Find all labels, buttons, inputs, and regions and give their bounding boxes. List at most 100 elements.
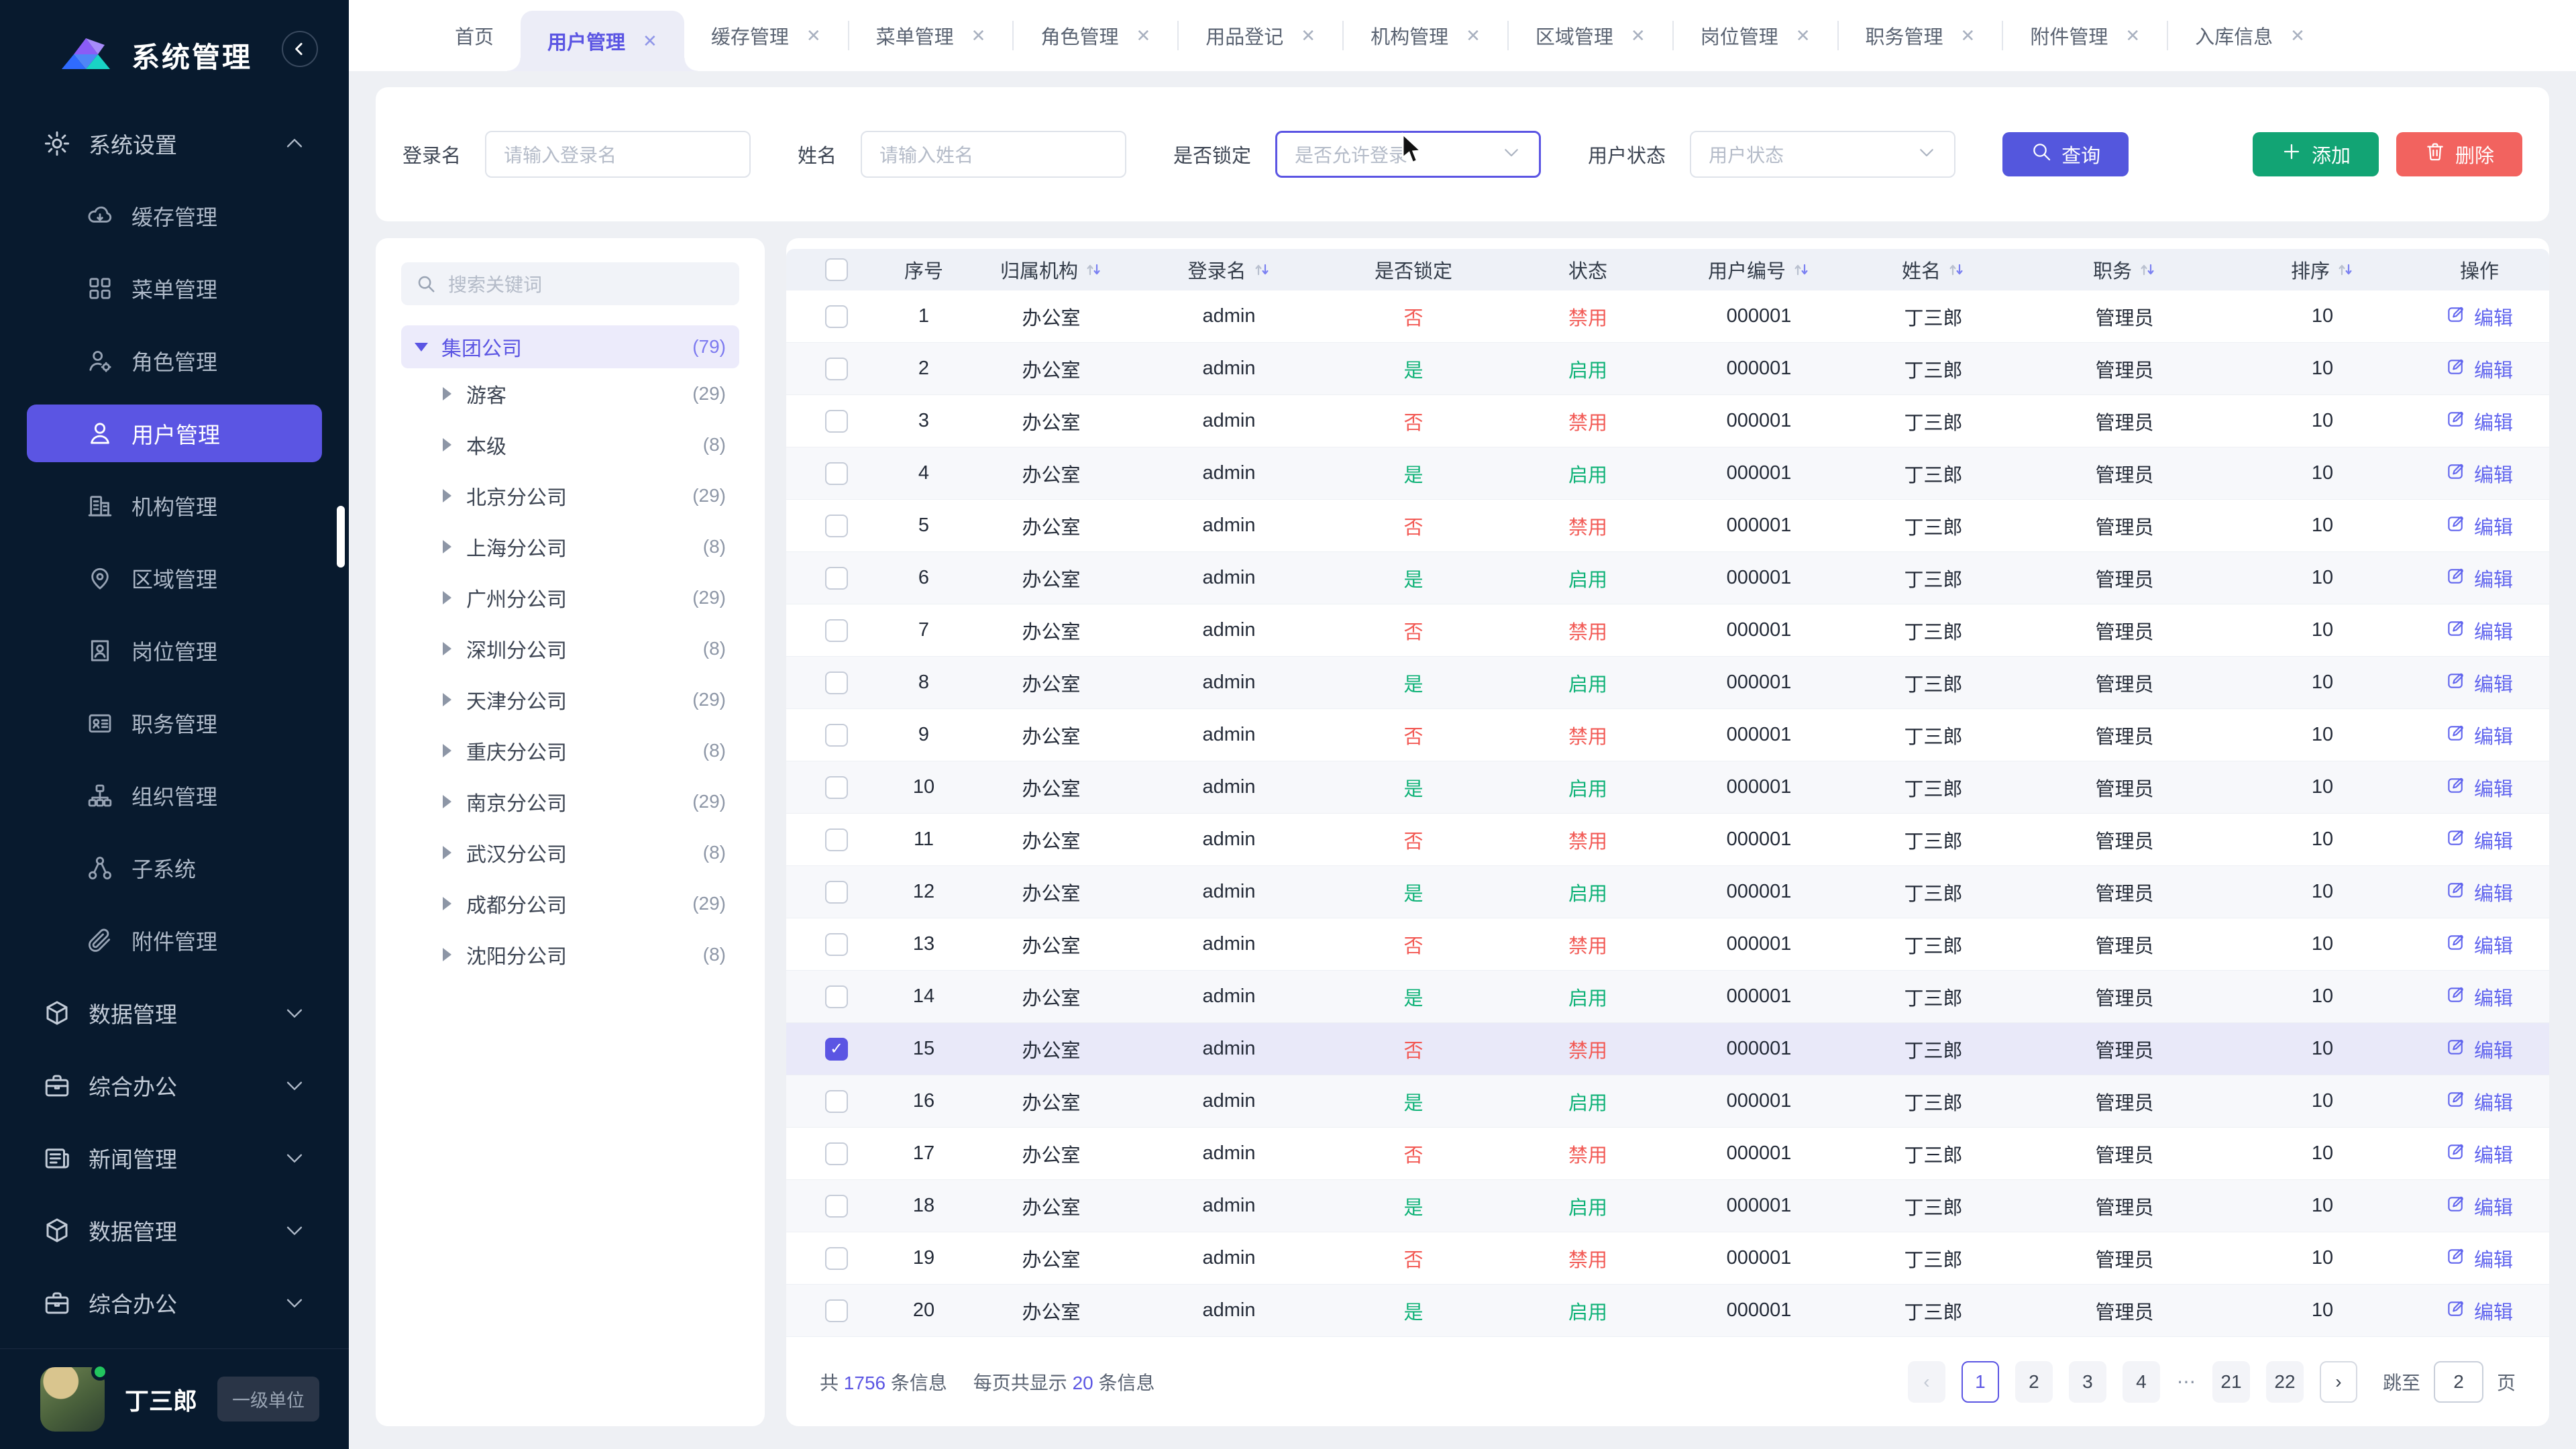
caret-right-icon[interactable]: [443, 948, 451, 961]
select-all-checkbox[interactable]: [825, 258, 848, 281]
edit-button[interactable]: 编辑: [2446, 669, 2513, 697]
tab-post-mgmt[interactable]: 岗位管理✕: [1674, 0, 1837, 71]
row-checkbox[interactable]: [825, 567, 848, 590]
table-row-8[interactable]: 8办公室admin是启用000001丁三郎管理员10编辑: [786, 657, 2549, 709]
caret-right-icon[interactable]: [443, 897, 451, 910]
column-header-user_no[interactable]: 用户编号: [1665, 256, 1853, 284]
close-icon[interactable]: ✕: [2125, 25, 2140, 46]
close-icon[interactable]: ✕: [2290, 25, 2305, 46]
row-checkbox[interactable]: [825, 828, 848, 851]
delete-button[interactable]: 删除: [2396, 132, 2522, 176]
close-icon[interactable]: ✕: [1136, 25, 1150, 46]
caret-right-icon[interactable]: [443, 489, 451, 502]
sort-icon[interactable]: [2139, 260, 2156, 280]
table-row-11[interactable]: 11办公室admin否禁用000001丁三郎管理员10编辑: [786, 814, 2549, 866]
edit-button[interactable]: 编辑: [2446, 616, 2513, 645]
row-checkbox[interactable]: [825, 515, 848, 537]
table-row-14[interactable]: 14办公室admin是启用000001丁三郎管理员10编辑: [786, 971, 2549, 1023]
caret-right-icon[interactable]: [443, 387, 451, 400]
table-row-1[interactable]: 1办公室admin否禁用000001丁三郎管理员10编辑: [786, 290, 2549, 343]
sidebar-group-office-1[interactable]: 综合办公: [0, 1049, 349, 1122]
sidebar-item-region[interactable]: 区域管理: [0, 542, 349, 614]
sidebar-item-user[interactable]: 用户管理: [27, 405, 322, 462]
table-row-3[interactable]: 3办公室admin否禁用000001丁三郎管理员10编辑: [786, 395, 2549, 447]
tree-node-7[interactable]: 天津分公司(29): [401, 674, 739, 725]
row-checkbox[interactable]: [825, 933, 848, 956]
column-header-sort[interactable]: 排序: [2235, 256, 2410, 284]
table-row-20[interactable]: 20办公室admin是启用000001丁三郎管理员10编辑: [786, 1285, 2549, 1337]
sort-icon[interactable]: [2337, 260, 2354, 280]
tab-role-mgmt[interactable]: 角色管理✕: [1014, 0, 1177, 71]
page-button-1[interactable]: 1: [1962, 1361, 1999, 1403]
tree-node-8[interactable]: 重庆分公司(8): [401, 725, 739, 776]
tab-inbound-info[interactable]: 入库信息✕: [2168, 0, 2332, 71]
sidebar-collapse-button[interactable]: [282, 31, 318, 67]
close-icon[interactable]: ✕: [1796, 25, 1811, 46]
sidebar-item-attachment[interactable]: 附件管理: [0, 904, 349, 977]
sidebar-item-menu[interactable]: 菜单管理: [0, 252, 349, 325]
caret-down-icon[interactable]: [415, 343, 428, 352]
edit-button[interactable]: 编辑: [2446, 1140, 2513, 1168]
table-row-16[interactable]: 16办公室admin是启用000001丁三郎管理员10编辑: [786, 1075, 2549, 1128]
sidebar-item-cache[interactable]: 缓存管理: [0, 180, 349, 252]
add-button[interactable]: 添加: [2253, 132, 2379, 176]
tree-search-input[interactable]: 搜索关键词: [401, 262, 739, 305]
row-checkbox[interactable]: [825, 1299, 848, 1322]
edit-button[interactable]: 编辑: [2446, 930, 2513, 959]
lock-status-select[interactable]: 是否允许登录: [1275, 131, 1541, 178]
next-page-button[interactable]: ›: [2320, 1361, 2357, 1403]
tab-org-mgmt[interactable]: 机构管理✕: [1344, 0, 1507, 71]
table-row-4[interactable]: 4办公室admin是启用000001丁三郎管理员10编辑: [786, 447, 2549, 500]
edit-button[interactable]: 编辑: [2446, 512, 2513, 540]
tab-cache-mgmt[interactable]: 缓存管理✕: [684, 0, 848, 71]
edit-button[interactable]: 编辑: [2446, 303, 2513, 331]
tree-node-5[interactable]: 广州分公司(29): [401, 572, 739, 623]
table-row-13[interactable]: 13办公室admin否禁用000001丁三郎管理员10编辑: [786, 918, 2549, 971]
page-button-4[interactable]: 4: [2123, 1361, 2160, 1403]
name-input[interactable]: 请输入姓名: [861, 131, 1126, 178]
edit-button[interactable]: 编辑: [2446, 460, 2513, 488]
tab-user-mgmt[interactable]: 用户管理✕: [521, 11, 684, 71]
row-checkbox[interactable]: [825, 724, 848, 747]
page-button-2[interactable]: 2: [2015, 1361, 2053, 1403]
column-header-login[interactable]: 登录名: [1142, 256, 1316, 284]
row-checkbox[interactable]: [825, 1090, 848, 1113]
edit-button[interactable]: 编辑: [2446, 721, 2513, 749]
close-icon[interactable]: ✕: [643, 31, 657, 52]
edit-button[interactable]: 编辑: [2446, 773, 2513, 802]
edit-button[interactable]: 编辑: [2446, 407, 2513, 435]
sidebar-scrollbar-thumb[interactable]: [337, 506, 345, 568]
table-row-15[interactable]: ✓15办公室admin否禁用000001丁三郎管理员10编辑: [786, 1023, 2549, 1075]
sidebar-group-data-2[interactable]: 数据管理: [0, 1194, 349, 1267]
column-header-position[interactable]: 职务: [2014, 256, 2235, 284]
tree-node-1[interactable]: 游客(29): [401, 368, 739, 419]
caret-right-icon[interactable]: [443, 693, 451, 706]
row-checkbox[interactable]: [825, 1195, 848, 1218]
tree-node-11[interactable]: 成都分公司(29): [401, 878, 739, 929]
tab-menu-mgmt[interactable]: 菜单管理✕: [849, 0, 1013, 71]
tree-node-root[interactable]: 集团公司 (79): [401, 325, 739, 368]
tree-node-12[interactable]: 沈阳分公司(8): [401, 929, 739, 980]
table-row-12[interactable]: 12办公室admin是启用000001丁三郎管理员10编辑: [786, 866, 2549, 918]
row-checkbox[interactable]: [825, 462, 848, 485]
avatar[interactable]: [40, 1367, 105, 1432]
edit-button[interactable]: 编辑: [2446, 826, 2513, 854]
edit-button[interactable]: 编辑: [2446, 1087, 2513, 1116]
tree-node-9[interactable]: 南京分公司(29): [401, 776, 739, 827]
caret-right-icon[interactable]: [443, 744, 451, 757]
tree-node-4[interactable]: 上海分公司(8): [401, 521, 739, 572]
sidebar-group-office-2[interactable]: 综合办公: [0, 1267, 349, 1339]
caret-right-icon[interactable]: [443, 438, 451, 451]
sort-icon[interactable]: [1947, 260, 1965, 280]
edit-button[interactable]: 编辑: [2446, 1297, 2513, 1325]
edit-button[interactable]: 编辑: [2446, 1244, 2513, 1273]
close-icon[interactable]: ✕: [1466, 25, 1481, 46]
caret-right-icon[interactable]: [443, 540, 451, 553]
row-checkbox[interactable]: [825, 881, 848, 904]
sidebar-group-news[interactable]: 新闻管理: [0, 1122, 349, 1194]
sidebar-item-duty[interactable]: 职务管理: [0, 687, 349, 759]
close-icon[interactable]: ✕: [971, 25, 986, 46]
caret-right-icon[interactable]: [443, 846, 451, 859]
close-icon[interactable]: ✕: [1631, 25, 1646, 46]
edit-button[interactable]: 编辑: [2446, 355, 2513, 383]
